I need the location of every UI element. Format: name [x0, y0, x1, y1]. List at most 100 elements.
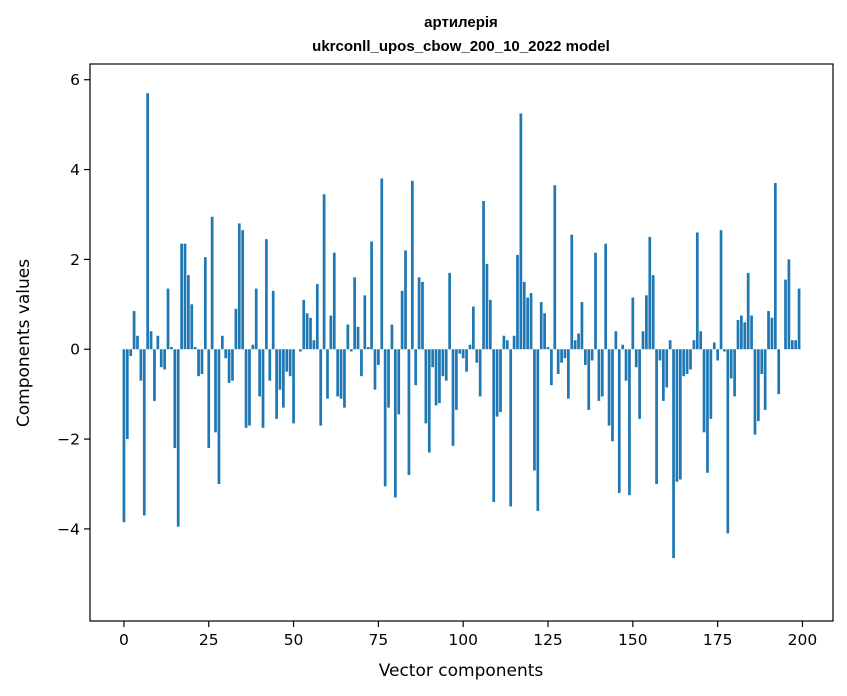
x-tick-label: 200: [788, 631, 818, 649]
bar-58: [319, 349, 323, 426]
bar-23: [200, 349, 204, 374]
bar-85: [410, 180, 414, 350]
bar-54: [305, 313, 309, 350]
bar-135: [580, 302, 584, 350]
bar-136: [583, 349, 587, 365]
bar-50: [292, 349, 295, 424]
bar-152: [638, 349, 641, 419]
bar-6: [142, 349, 146, 516]
bar-156: [651, 275, 655, 350]
bar-70: [360, 349, 363, 377]
bar-127: [553, 185, 557, 350]
y-axis-label: Components values: [14, 259, 34, 427]
bar-192: [773, 183, 777, 350]
bar-170: [699, 331, 703, 350]
bar-22: [197, 349, 200, 377]
bar-141: [600, 349, 604, 397]
bar-68: [353, 277, 356, 350]
bar-77: [383, 349, 387, 487]
bar-102: [468, 344, 472, 350]
bar-97: [451, 349, 455, 446]
bar-142: [604, 243, 608, 350]
bar-40: [258, 349, 261, 397]
bar-181: [736, 320, 740, 350]
bar-177: [723, 349, 726, 352]
bar-95: [444, 349, 448, 381]
bar-62: [332, 252, 336, 350]
bar-27: [214, 349, 217, 433]
bar-59: [322, 194, 326, 350]
bar-88: [421, 281, 424, 350]
bar-61: [329, 315, 333, 350]
bar-126: [550, 349, 553, 386]
bar-9: [153, 349, 156, 401]
bar-55: [309, 317, 312, 350]
bar-5: [139, 349, 143, 381]
bar-47: [282, 349, 285, 408]
y-tick-label: 6: [70, 71, 80, 89]
bar-174: [712, 342, 716, 350]
bar-60: [326, 349, 329, 399]
bar-90: [427, 349, 431, 453]
bar-63: [336, 349, 340, 397]
bar-176: [719, 230, 723, 350]
bar-151: [634, 349, 638, 368]
bar-64: [339, 349, 343, 399]
bar-124: [543, 313, 546, 350]
bar-72: [366, 346, 370, 350]
bar-36: [244, 349, 248, 428]
x-tick-label: 100: [448, 631, 478, 649]
bar-13: [166, 288, 170, 350]
bar-171: [702, 349, 706, 433]
bar-199: [797, 288, 801, 350]
bar-12: [163, 349, 166, 370]
bar-7: [146, 93, 150, 350]
bar-182: [740, 315, 743, 350]
bar-17: [180, 243, 183, 350]
bar-188: [760, 349, 764, 374]
y-tick-label: 2: [70, 251, 80, 269]
bar-175: [716, 349, 719, 361]
bar-76: [380, 178, 384, 350]
bar-43: [268, 349, 272, 381]
bar-187: [757, 349, 760, 422]
bar-4: [136, 335, 139, 350]
bar-1: [125, 349, 129, 440]
bar-65: [343, 349, 346, 408]
bar-173: [709, 349, 713, 419]
bar-33: [234, 308, 238, 350]
bar-49: [288, 349, 292, 377]
bar-38: [251, 344, 255, 350]
bar-73: [370, 241, 373, 350]
bar-83: [404, 250, 407, 350]
bar-183: [743, 322, 747, 350]
y-tick-label: 4: [70, 161, 80, 179]
bar-89: [424, 349, 428, 424]
bar-24: [203, 257, 207, 350]
bar-26: [210, 216, 214, 350]
bar-92: [434, 349, 438, 406]
plot-area-frame: [89, 63, 834, 622]
x-tick-label: 175: [703, 631, 733, 649]
bar-198: [794, 340, 798, 350]
bar-19: [187, 275, 190, 350]
bar-14: [170, 346, 173, 350]
bar-80: [393, 349, 397, 498]
bar-180: [733, 349, 736, 397]
bar-8: [149, 331, 153, 350]
bar-31: [227, 349, 231, 383]
bar-series: [122, 93, 801, 559]
bar-157: [655, 349, 658, 484]
bar-52: [298, 349, 302, 352]
bar-128: [556, 349, 560, 374]
bar-93: [438, 349, 441, 404]
bar-120: [529, 293, 533, 350]
bar-101: [465, 349, 468, 372]
bar-196: [787, 259, 791, 350]
bar-150: [631, 297, 635, 350]
bar-91: [431, 349, 435, 368]
bar-0: [122, 349, 126, 523]
bar-44: [271, 290, 275, 350]
bar-149: [628, 349, 631, 496]
